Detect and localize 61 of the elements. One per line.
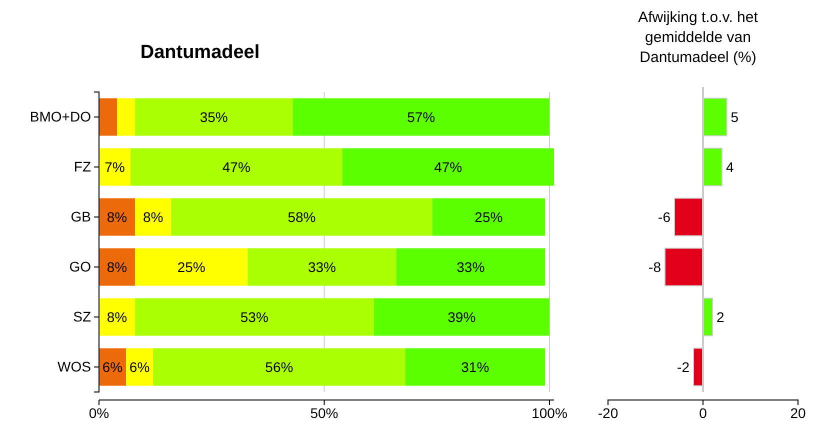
y-tick-label: SZ (73, 308, 92, 324)
bar (135, 98, 293, 136)
chart-title: Dantumadeel (140, 42, 260, 63)
bar (99, 198, 136, 236)
bar (432, 198, 545, 236)
bar (292, 98, 550, 136)
bar (99, 148, 131, 186)
bar (342, 148, 554, 186)
data-label: 8% (142, 209, 164, 225)
bar (117, 98, 136, 136)
y-tick-label: GB (70, 208, 91, 224)
bar (130, 148, 342, 186)
bar (153, 348, 406, 386)
x-tick-label: 20 (790, 404, 806, 421)
x-tick-label: 50% (310, 404, 338, 421)
data-label: 5 (730, 109, 739, 125)
x-tick-label: 0% (88, 404, 110, 421)
bar (99, 98, 118, 136)
y-tick-label: FZ (74, 158, 92, 174)
bar (126, 348, 154, 386)
data-label: -2 (677, 359, 690, 375)
data-label: 35% (200, 109, 228, 125)
data-label: 6% (129, 359, 150, 375)
y-tick-label: BMO+DO (30, 108, 92, 124)
y-tick-label: GO (69, 258, 92, 274)
bar (405, 348, 545, 386)
bar (135, 298, 374, 336)
data-label: 8% (106, 309, 128, 325)
data-label: 4 (726, 159, 734, 175)
x-tick-label: 100% (532, 404, 568, 421)
bar (171, 198, 432, 236)
data-label: 31% (461, 359, 490, 375)
data-label: 8% (106, 259, 128, 275)
data-label: 39% (448, 309, 476, 325)
data-label: 47% (434, 159, 462, 175)
data-label: 7% (104, 159, 125, 175)
bar (135, 248, 248, 286)
bar (99, 248, 136, 286)
data-label: 2 (716, 309, 724, 325)
data-label: 8% (106, 209, 128, 225)
y-tick-label: WOS (58, 358, 91, 374)
data-label: 58% (288, 209, 316, 225)
bar (248, 248, 396, 286)
bar (396, 248, 545, 286)
data-label: 33% (456, 259, 485, 275)
data-label: 33% (308, 259, 336, 275)
chart-title: Afwijking t.o.v. het gemiddelde van Dantumadeel (%) (638, 9, 759, 66)
data-label: 25% (474, 209, 503, 225)
data-label: 57% (407, 109, 436, 125)
bar (135, 198, 172, 236)
x-tick-label: -20 (598, 404, 618, 421)
data-label: -6 (658, 209, 671, 225)
bar (99, 298, 136, 336)
data-label: 56% (265, 359, 294, 375)
data-label: 47% (222, 159, 250, 175)
x-tick-label: 0 (699, 404, 708, 421)
bar (374, 298, 550, 336)
data-label: 25% (177, 259, 206, 275)
data-label: -8 (648, 259, 662, 275)
data-label: 53% (240, 309, 268, 325)
data-label: 6% (102, 359, 123, 375)
